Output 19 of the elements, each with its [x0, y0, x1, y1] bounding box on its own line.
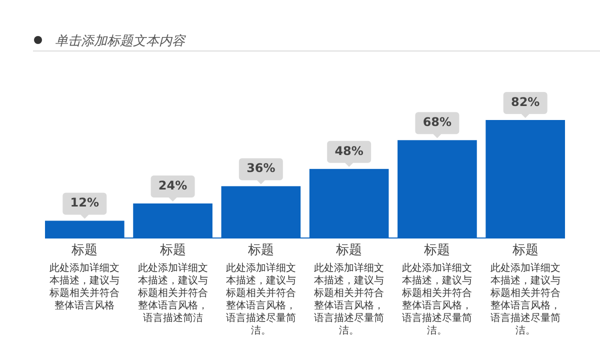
chart-title: 单击添加标题文本内容	[55, 33, 186, 49]
text: 此处添加详细文本描述，建议与标题相关并符合整体语言风格	[48, 262, 120, 312]
data-label: 48%	[334, 144, 364, 158]
text: 此处添加详细文本描述，建议与标题相关并符合整体语言风格，语言描述尽量简洁。	[313, 262, 384, 336]
text: 此处添加详细文本描述，建议与标题相关并符合整体语言风格，语言描述尽量简洁。	[489, 262, 560, 336]
text: 此处添加详细文本描述，建议与标题相关并符合整体语言风格，语言描述尽量简洁。	[401, 262, 472, 336]
data-label: 82%	[510, 95, 540, 109]
data-label: 36%	[246, 161, 276, 176]
data-label: 12%	[70, 196, 100, 210]
text: 此处添加详细文本描述，建议与标题相关并符合整体语言风格，语言描述尽量简洁。	[224, 262, 296, 336]
x-tick-label: 标题	[511, 243, 538, 258]
x-tick-label: 标题	[70, 243, 98, 258]
x-tick-label: 标题	[335, 243, 362, 258]
data-label: 24%	[158, 178, 188, 192]
x-tick-label: 标题	[158, 243, 186, 258]
x-tick-label: 标题	[423, 243, 450, 258]
x-tick-label: 标题	[246, 243, 274, 258]
data-label: 68%	[422, 115, 452, 130]
text: 此处添加详细文本描述，建议与标题相关并符合整体语言风格，语言描述简洁	[136, 262, 208, 324]
